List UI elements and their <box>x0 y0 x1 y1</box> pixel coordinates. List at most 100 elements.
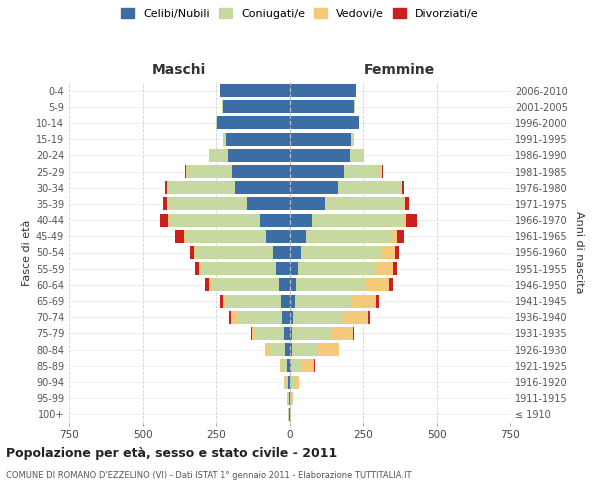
Bar <box>376 294 379 308</box>
Bar <box>350 149 364 162</box>
Bar <box>223 100 290 114</box>
Bar <box>292 327 331 340</box>
Bar <box>190 246 194 259</box>
Bar <box>395 246 399 259</box>
Bar <box>284 376 285 388</box>
Bar <box>290 278 296 291</box>
Bar <box>353 327 354 340</box>
Bar <box>402 182 404 194</box>
Bar <box>311 214 403 226</box>
Bar <box>187 165 232 178</box>
Bar <box>276 262 290 275</box>
Bar <box>290 246 301 259</box>
Bar <box>167 198 247 210</box>
Bar <box>290 182 338 194</box>
Bar <box>229 311 231 324</box>
Bar <box>344 165 382 178</box>
Bar <box>223 294 226 308</box>
Bar <box>290 230 305 243</box>
Bar <box>235 182 290 194</box>
Bar <box>393 262 397 275</box>
Bar <box>160 214 169 226</box>
Bar <box>351 132 353 145</box>
Bar <box>291 360 301 372</box>
Bar <box>368 311 370 324</box>
Bar <box>295 376 299 388</box>
Bar <box>376 262 393 275</box>
Bar <box>247 198 290 210</box>
Bar <box>319 343 339 356</box>
Bar <box>175 230 184 243</box>
Bar <box>185 230 266 243</box>
Bar <box>163 198 167 210</box>
Bar <box>301 246 382 259</box>
Bar <box>338 182 401 194</box>
Bar <box>281 360 287 372</box>
Bar <box>290 262 298 275</box>
Bar <box>403 214 406 226</box>
Y-axis label: Anni di nascita: Anni di nascita <box>574 211 584 294</box>
Bar <box>287 360 290 372</box>
Text: Femmine: Femmine <box>364 64 436 78</box>
Bar <box>220 84 290 97</box>
Text: Maschi: Maschi <box>152 64 206 78</box>
Bar <box>290 376 295 388</box>
Bar <box>406 214 418 226</box>
Bar <box>401 182 402 194</box>
Bar <box>391 230 397 243</box>
Bar <box>281 294 290 308</box>
Bar <box>223 132 226 145</box>
Bar <box>397 230 404 243</box>
Bar <box>290 214 311 226</box>
Bar <box>165 182 167 194</box>
Bar <box>265 343 269 356</box>
Bar <box>196 262 199 275</box>
Bar <box>228 149 290 162</box>
Bar <box>365 278 389 291</box>
Bar <box>292 343 319 356</box>
Bar <box>290 311 293 324</box>
Bar <box>205 278 209 291</box>
Bar <box>331 327 353 340</box>
Bar <box>290 360 291 372</box>
Bar <box>252 327 256 340</box>
Bar <box>167 182 235 194</box>
Bar <box>232 165 290 178</box>
Bar <box>260 214 290 226</box>
Bar <box>296 278 365 291</box>
Text: Popolazione per età, sesso e stato civile - 2011: Popolazione per età, sesso e stato civil… <box>6 448 337 460</box>
Bar <box>288 392 289 404</box>
Bar <box>290 149 350 162</box>
Bar <box>220 294 223 308</box>
Bar <box>279 278 290 291</box>
Bar <box>290 165 344 178</box>
Bar <box>290 100 354 114</box>
Bar <box>280 360 281 372</box>
Bar <box>405 198 409 210</box>
Bar <box>226 132 290 145</box>
Bar <box>184 230 185 243</box>
Bar <box>290 294 295 308</box>
Bar <box>201 262 276 275</box>
Bar <box>305 230 391 243</box>
Bar <box>389 278 393 291</box>
Bar <box>217 116 290 130</box>
Bar <box>199 262 202 275</box>
Bar <box>290 132 351 145</box>
Bar <box>290 198 325 210</box>
Bar <box>288 376 290 388</box>
Bar <box>284 327 290 340</box>
Bar <box>194 246 196 259</box>
Bar <box>282 311 290 324</box>
Bar <box>403 198 405 210</box>
Bar <box>292 392 293 404</box>
Bar <box>352 294 376 308</box>
Bar <box>269 343 285 356</box>
Bar <box>285 376 288 388</box>
Bar <box>226 294 281 308</box>
Text: COMUNE DI ROMANO D'EZZELINO (VI) - Dati ISTAT 1° gennaio 2011 - Elaborazione TUT: COMUNE DI ROMANO D'EZZELINO (VI) - Dati … <box>6 471 412 480</box>
Bar <box>290 343 292 356</box>
Bar <box>344 311 368 324</box>
Bar <box>209 278 212 291</box>
Bar <box>290 84 356 97</box>
